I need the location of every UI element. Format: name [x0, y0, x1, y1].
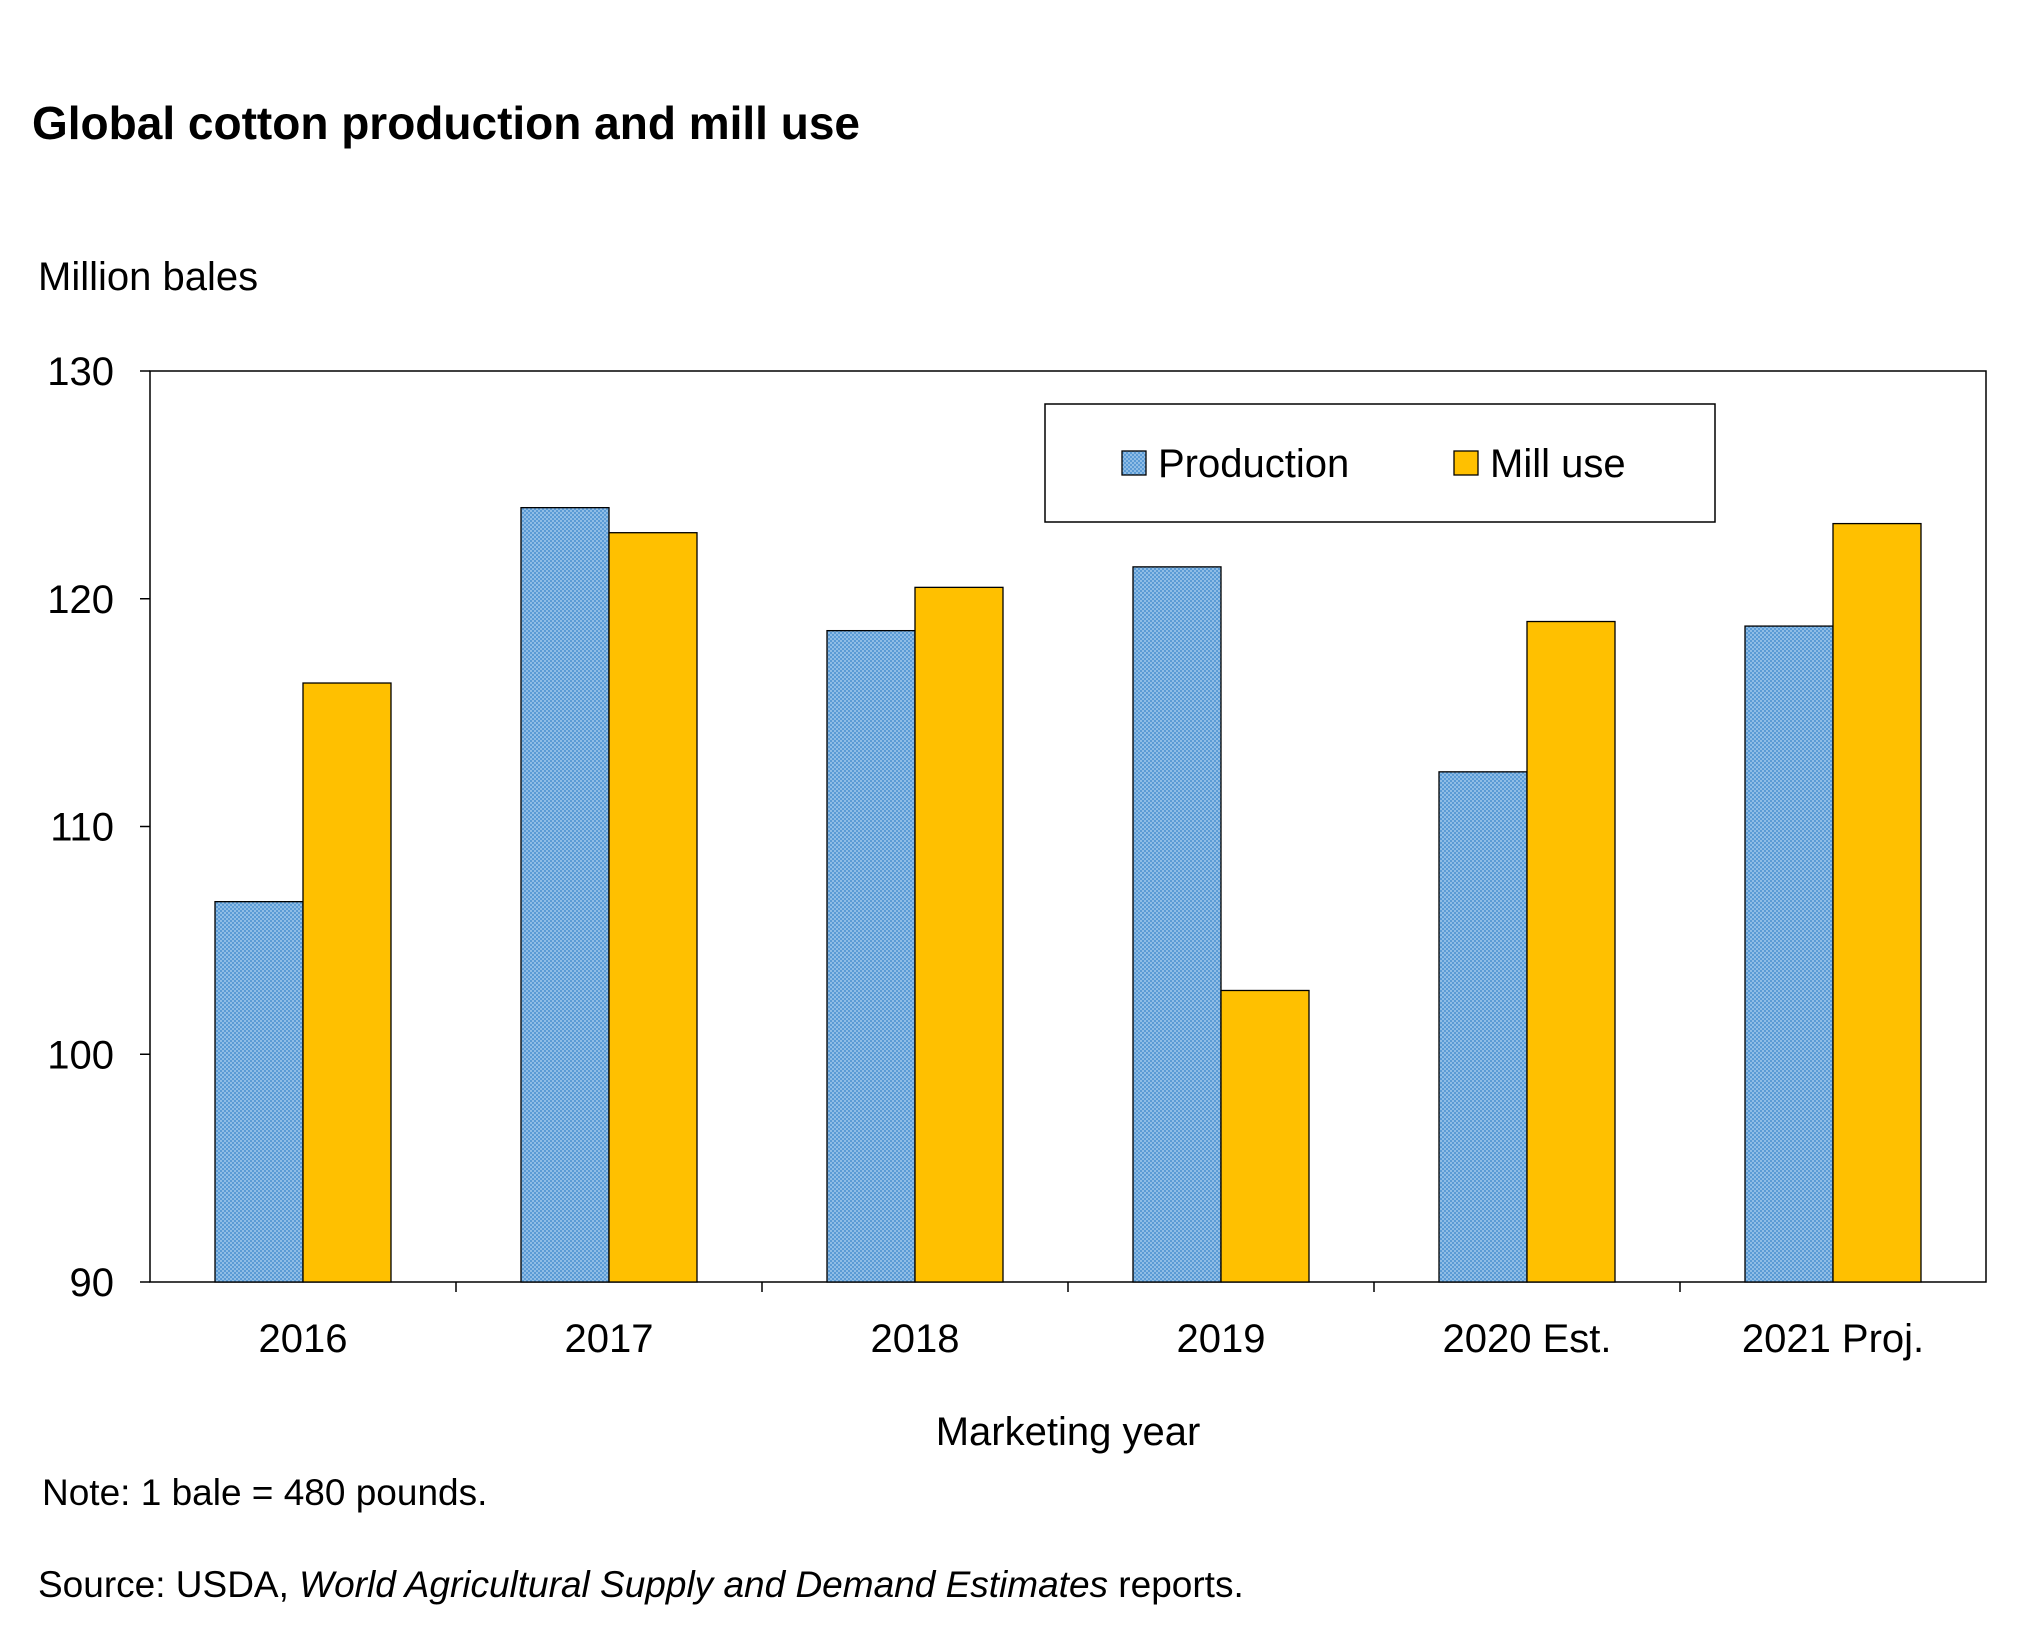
- chart-source: Source: USDA, World Agricultural Supply …: [38, 1564, 1244, 1606]
- chart-title: Global cotton production and mill use: [32, 97, 860, 149]
- y-tick-label: 120: [47, 578, 114, 622]
- production-bar: [826, 629, 916, 1283]
- mill-use-bar: [1220, 989, 1310, 1283]
- production-bar: [214, 901, 304, 1283]
- x-axis-label: Marketing year: [936, 1410, 1201, 1454]
- legend-mill-use-label: Mill use: [1490, 442, 1626, 486]
- mill-use-bar: [1526, 620, 1616, 1283]
- y-tick-label: 90: [70, 1261, 115, 1305]
- y-axis-label: Million bales: [38, 255, 259, 299]
- mill-use-bar: [302, 682, 392, 1283]
- source-prefix: Source: USDA,: [38, 1564, 300, 1605]
- legend-production-label: Production: [1158, 442, 1349, 486]
- mill-use-bar: [1832, 522, 1922, 1283]
- legend-production-swatch: [1121, 450, 1147, 476]
- legend-box: [1044, 403, 1716, 523]
- y-tick-label: 130: [47, 350, 114, 394]
- x-tick-label: 2020 Est.: [1442, 1317, 1611, 1361]
- chart-note: Note: 1 bale = 480 pounds.: [42, 1472, 488, 1513]
- production-bar: [1132, 566, 1222, 1283]
- production-bar: [1438, 771, 1528, 1283]
- mill-use-bar: [914, 586, 1004, 1283]
- source-title: World Agricultural Supply and Demand Est…: [299, 1564, 1109, 1605]
- source-suffix: reports.: [1108, 1564, 1244, 1605]
- x-tick-label: 2021 Proj.: [1742, 1317, 1924, 1361]
- x-tick-label: 2016: [259, 1317, 348, 1361]
- y-tick-label: 110: [50, 806, 114, 850]
- production-bar: [520, 506, 610, 1283]
- x-tick-label: 2019: [1177, 1317, 1266, 1361]
- x-tick-label: 2018: [871, 1317, 960, 1361]
- x-tick-label: 2017: [565, 1317, 654, 1361]
- mill-use-bar: [608, 532, 698, 1283]
- production-bar: [1744, 625, 1834, 1283]
- y-tick-label: 100: [47, 1033, 114, 1077]
- legend-mill-use-swatch: [1453, 450, 1479, 476]
